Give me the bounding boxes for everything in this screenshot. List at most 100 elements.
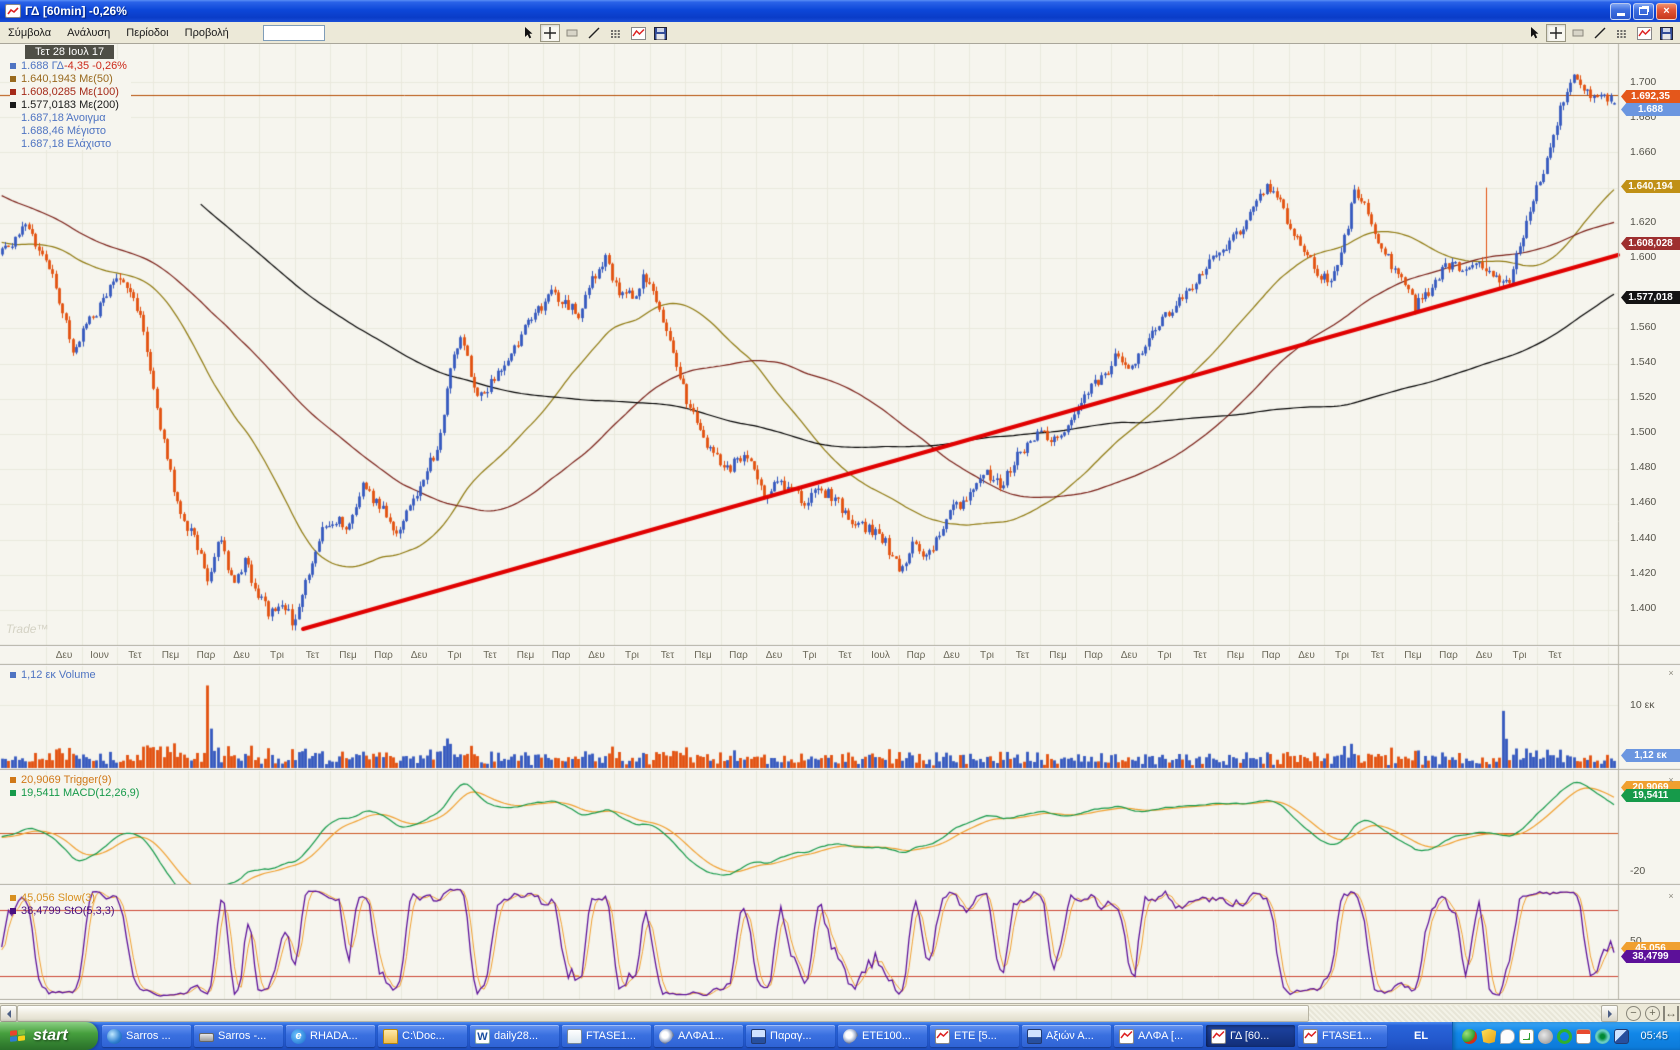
legend-high-row: 1.688,46 Μέγιστο bbox=[21, 124, 131, 137]
region-tool-icon[interactable] bbox=[562, 24, 582, 42]
taskbar-button[interactable]: FTASE1... bbox=[562, 1025, 651, 1047]
legend-ma200: 1.577,0183 Με(200) bbox=[21, 98, 119, 111]
chart-area: Τετ 28 Ιουλ 17 1.688 ΓΔ -4,35 -0,26% 1.6… bbox=[0, 44, 1680, 1003]
save-icon[interactable] bbox=[650, 24, 670, 42]
monitor-icon bbox=[1027, 1028, 1042, 1044]
legend-low: 1.687,18 Ελάχιστο bbox=[21, 137, 112, 150]
minimize-button[interactable] bbox=[1610, 2, 1631, 20]
taskbar-button[interactable]: Παραγ... bbox=[746, 1025, 835, 1047]
legend-change: -4,35 -0,26% bbox=[63, 59, 127, 72]
taskbar-button-label: ΑΛΦΑ [... bbox=[1138, 1030, 1184, 1042]
fit-width-button[interactable]: ↔ bbox=[1663, 1006, 1679, 1021]
taskbar-button[interactable]: e RHADA... bbox=[286, 1025, 375, 1047]
menu-periods[interactable]: Περίοδοι bbox=[126, 26, 169, 39]
pointer-tool-icon[interactable] bbox=[1524, 24, 1544, 42]
scroll-left-button[interactable] bbox=[0, 1005, 17, 1022]
language-indicator[interactable]: EL bbox=[1414, 1030, 1429, 1042]
title-bar[interactable]: ΓΔ [60min] -0,26% × bbox=[0, 0, 1680, 22]
taskbar-button[interactable]: ΕΤΕ100... bbox=[838, 1025, 927, 1047]
start-button[interactable]: start bbox=[0, 1022, 98, 1050]
price-axis-label: 10 εκ bbox=[1630, 699, 1655, 711]
restore-button[interactable] bbox=[1633, 2, 1654, 20]
arrow-left-icon bbox=[6, 1009, 11, 1018]
ma200-swatch bbox=[10, 101, 16, 108]
chart-window-icon[interactable] bbox=[628, 24, 648, 42]
tray-calendar-icon[interactable] bbox=[1576, 1028, 1592, 1044]
day-label: Ιουν bbox=[90, 650, 109, 661]
taskbar-button[interactable]: ΑΛΦΑ1... bbox=[654, 1025, 743, 1047]
macd-panel-close-icon[interactable]: × bbox=[1668, 775, 1674, 785]
day-label: Τετ bbox=[660, 650, 675, 661]
ie-icon: e bbox=[291, 1028, 306, 1044]
taskbar-button[interactable]: Sarros -... bbox=[194, 1025, 283, 1047]
gridstyle-tool-icon[interactable] bbox=[1612, 24, 1632, 42]
symbol-input[interactable] bbox=[262, 24, 325, 41]
legend-series-row: 1.688 ΓΔ -4,35 -0,26% bbox=[10, 59, 131, 72]
tray-shield-icon[interactable] bbox=[1481, 1028, 1497, 1044]
ma50-swatch bbox=[10, 75, 16, 82]
zoom-out-button[interactable]: − bbox=[1626, 1006, 1641, 1021]
taskbar-button-label: ΑΛΦΑ1... bbox=[678, 1030, 724, 1042]
day-label: Παρ bbox=[1084, 650, 1103, 661]
macd-trigger-text: 20,9069 Trigger(9) bbox=[21, 773, 112, 786]
taskbar-button[interactable]: FTASE1... bbox=[1298, 1025, 1387, 1047]
menu-analysis[interactable]: Ανάλυση bbox=[67, 26, 111, 39]
scrollbar-thumb[interactable] bbox=[17, 1005, 1309, 1022]
price-axis-label: 1.400 bbox=[1630, 602, 1657, 614]
chart-icon bbox=[1211, 1028, 1226, 1044]
tray-messenger-icon[interactable] bbox=[1462, 1028, 1478, 1044]
taskbar-button-label: ΕΤΕ100... bbox=[862, 1030, 911, 1042]
region-tool-icon[interactable] bbox=[1568, 24, 1588, 42]
price-axis-label: 1.600 bbox=[1630, 251, 1657, 263]
stoch-panel-close-icon[interactable]: × bbox=[1668, 891, 1674, 901]
taskbar-button[interactable]: Αξιών Α... bbox=[1022, 1025, 1111, 1047]
scroll-right-button[interactable] bbox=[1601, 1005, 1618, 1022]
stoch-legend: 38,4799 StO(5,3,3) bbox=[10, 904, 115, 917]
tray-network-icon[interactable] bbox=[1614, 1028, 1630, 1044]
taskbar-button-label: FTASE1... bbox=[586, 1030, 636, 1042]
day-label: Πεμ bbox=[339, 650, 357, 661]
minimize-icon bbox=[1616, 13, 1625, 16]
taskbar-button[interactable]: ΕΤΕ [5... bbox=[930, 1025, 1019, 1047]
taskbar-button-label: Παραγ... bbox=[770, 1030, 812, 1042]
taskbar-button-label: Αξιών Α... bbox=[1046, 1030, 1094, 1042]
trendline-tool-icon[interactable] bbox=[584, 24, 604, 42]
trendline-tool-icon[interactable] bbox=[1590, 24, 1610, 42]
taskbar-button[interactable]: C:\Doc... bbox=[378, 1025, 467, 1047]
day-label: Τρι bbox=[269, 650, 285, 661]
zoom-in-button[interactable]: + bbox=[1645, 1006, 1660, 1021]
taskbar-button-label: FTASE1... bbox=[1322, 1030, 1372, 1042]
tray-dial-icon[interactable] bbox=[1538, 1028, 1554, 1044]
legend-ma200-row: 1.577,0183 Με(200) bbox=[10, 98, 131, 111]
gridstyle-tool-icon[interactable] bbox=[606, 24, 626, 42]
crosshair-tool-icon[interactable] bbox=[540, 24, 560, 42]
day-label: Τρι bbox=[624, 650, 640, 661]
legend-open-row: 1.687,18 Άνοιγμα bbox=[21, 111, 131, 124]
pointer-tool-icon[interactable] bbox=[518, 24, 538, 42]
stoch-text: 38,4799 StO(5,3,3) bbox=[21, 904, 115, 917]
menu-view[interactable]: Προβολή bbox=[184, 26, 229, 39]
tray-check-icon[interactable] bbox=[1519, 1028, 1535, 1044]
price-tag: 38,4799 bbox=[1621, 950, 1680, 963]
volume-panel-close-icon[interactable]: × bbox=[1668, 668, 1674, 678]
taskbar-button[interactable]: ΑΛΦΑ [... bbox=[1114, 1025, 1203, 1047]
crosshair-tool-icon[interactable] bbox=[1546, 24, 1566, 42]
tray-chat-icon[interactable] bbox=[1500, 1028, 1516, 1044]
legend-low-row: 1.687,18 Ελάχιστο bbox=[21, 137, 131, 150]
keyboard-icon bbox=[199, 1033, 214, 1042]
chart-window-icon[interactable] bbox=[1634, 24, 1654, 42]
menu-symbols[interactable]: Σύμβολα bbox=[8, 26, 52, 39]
taskbar-button[interactable]: Sarros ... bbox=[102, 1025, 191, 1047]
save-icon[interactable] bbox=[1656, 24, 1676, 42]
day-label: Ιουλ bbox=[871, 650, 890, 661]
day-label: Τετ bbox=[1015, 650, 1030, 661]
taskbar-button[interactable]: ΓΔ [60... bbox=[1206, 1025, 1295, 1047]
close-button[interactable]: × bbox=[1656, 2, 1677, 20]
price-chart-canvas[interactable] bbox=[0, 44, 1680, 1003]
tray-ring-icon[interactable] bbox=[1557, 1028, 1573, 1044]
price-axis-label: 1.460 bbox=[1630, 496, 1657, 508]
tray-eye-icon[interactable] bbox=[1595, 1028, 1611, 1044]
magnifier-icon bbox=[843, 1028, 858, 1044]
